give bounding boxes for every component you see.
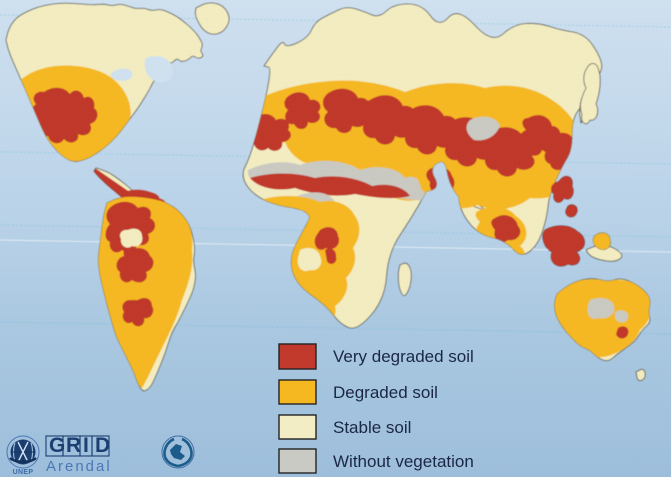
svg-text:Arendal: Arendal [46,458,112,475]
svg-text:D: D [95,434,110,457]
svg-text:Stable soil: Stable soil [333,418,411,437]
svg-text:I: I [83,434,89,457]
svg-text:UNEP: UNEP [13,469,34,476]
svg-text:R: R [66,434,81,457]
svg-text:Without vegetation: Without vegetation [333,452,474,471]
svg-text:Degraded soil: Degraded soil [333,383,438,402]
svg-text:Very degraded soil: Very degraded soil [333,347,474,366]
svg-text:G: G [49,434,65,457]
